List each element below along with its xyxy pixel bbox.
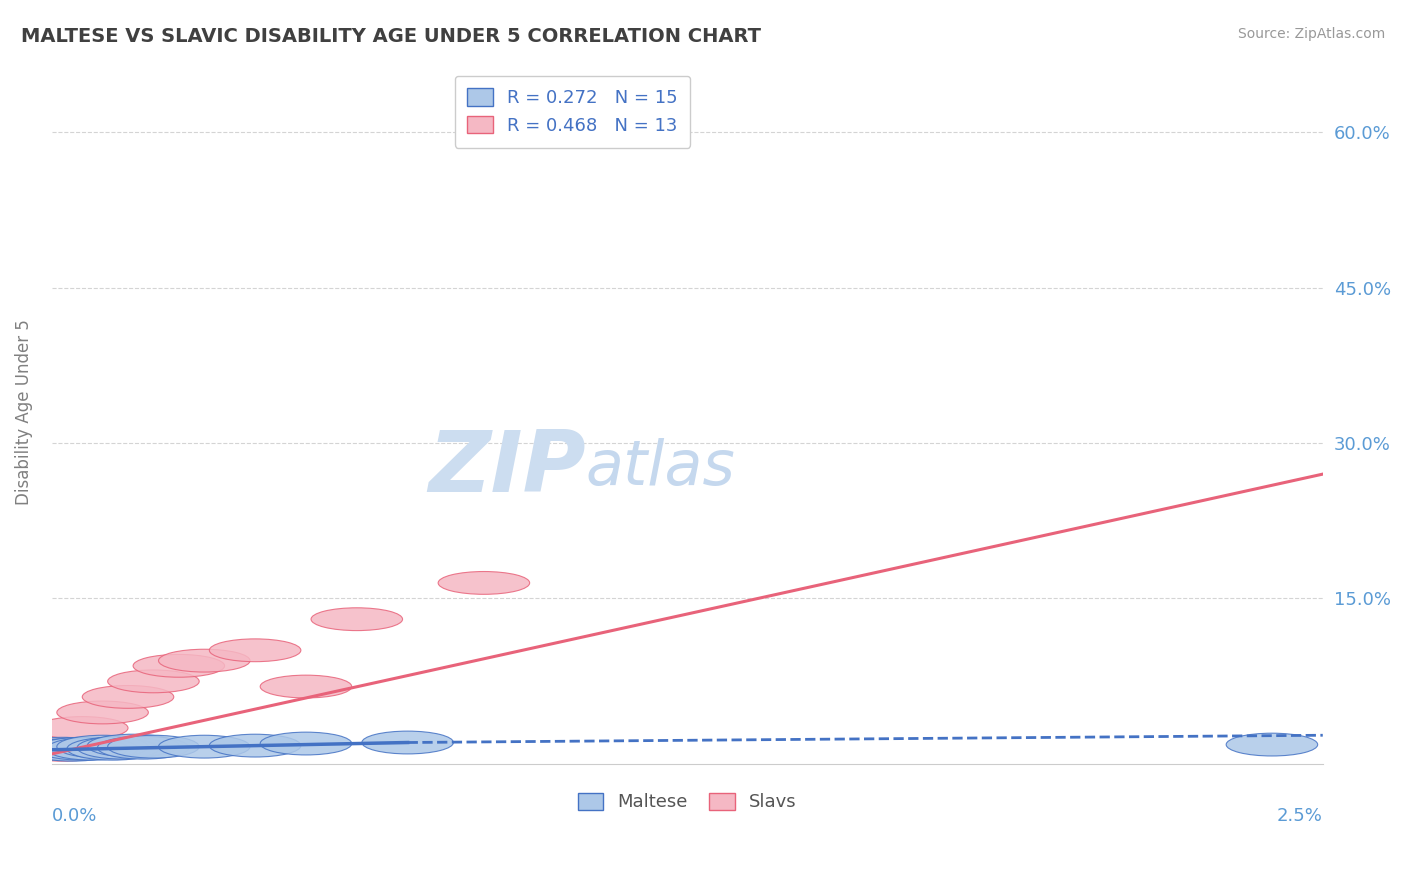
- Ellipse shape: [260, 732, 352, 755]
- Ellipse shape: [361, 731, 453, 754]
- Ellipse shape: [15, 739, 108, 761]
- Ellipse shape: [159, 735, 250, 758]
- Ellipse shape: [87, 734, 179, 757]
- Ellipse shape: [209, 639, 301, 662]
- Ellipse shape: [260, 675, 352, 698]
- Text: 2.5%: 2.5%: [1277, 806, 1323, 824]
- Ellipse shape: [15, 738, 108, 760]
- Ellipse shape: [97, 736, 188, 759]
- Ellipse shape: [27, 739, 118, 761]
- Ellipse shape: [37, 716, 128, 739]
- Ellipse shape: [56, 735, 149, 758]
- Text: ZIP: ZIP: [427, 426, 585, 510]
- Text: Source: ZipAtlas.com: Source: ZipAtlas.com: [1237, 27, 1385, 41]
- Text: MALTESE VS SLAVIC DISABILITY AGE UNDER 5 CORRELATION CHART: MALTESE VS SLAVIC DISABILITY AGE UNDER 5…: [21, 27, 761, 45]
- Ellipse shape: [108, 735, 200, 758]
- Ellipse shape: [46, 738, 138, 760]
- Ellipse shape: [83, 686, 174, 708]
- Ellipse shape: [439, 572, 530, 594]
- Ellipse shape: [56, 701, 149, 723]
- Ellipse shape: [311, 607, 402, 631]
- Text: 0.0%: 0.0%: [52, 806, 97, 824]
- Ellipse shape: [159, 649, 250, 672]
- Ellipse shape: [77, 736, 169, 759]
- Ellipse shape: [209, 734, 301, 757]
- Ellipse shape: [108, 670, 200, 693]
- Ellipse shape: [134, 655, 225, 677]
- Y-axis label: Disability Age Under 5: Disability Age Under 5: [15, 319, 32, 505]
- Ellipse shape: [37, 738, 128, 760]
- Text: atlas: atlas: [585, 438, 735, 499]
- Ellipse shape: [27, 738, 118, 760]
- Legend: Maltese, Slavs: Maltese, Slavs: [571, 786, 804, 819]
- Ellipse shape: [67, 738, 159, 760]
- Ellipse shape: [1226, 733, 1317, 756]
- Ellipse shape: [464, 120, 555, 144]
